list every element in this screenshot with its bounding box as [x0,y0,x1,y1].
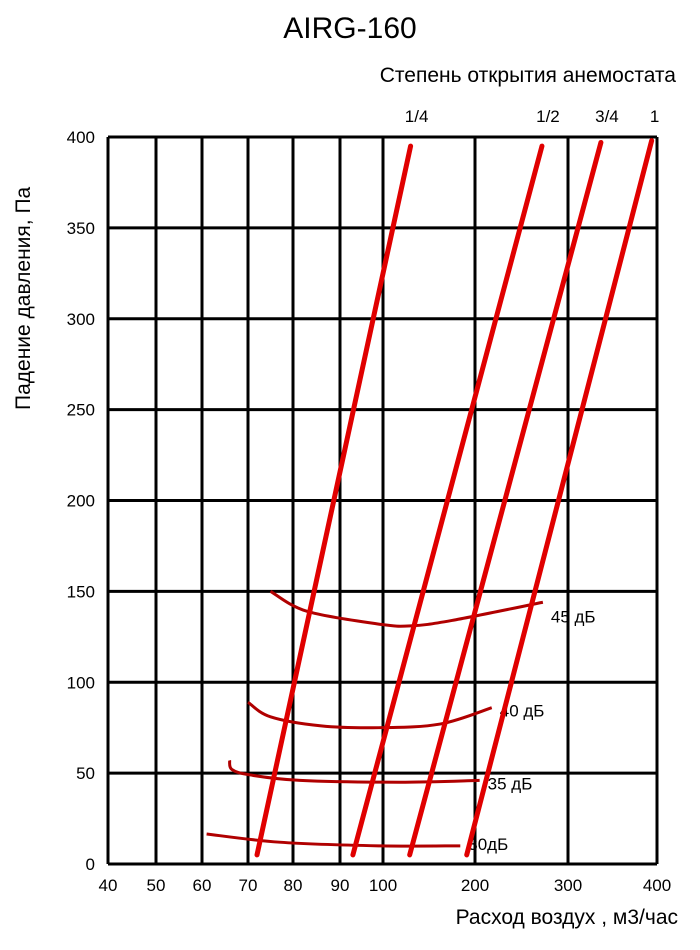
series-line-3-4 [407,139,604,858]
series-label: 3/4 [595,107,619,126]
y-tick-label: 150 [67,582,95,601]
series-line-1 [464,138,655,858]
y-tick-label: 400 [67,128,95,147]
series-label: 1/4 [405,107,429,126]
noise-curve-30дБ [206,832,461,848]
x-axis-label: Расход воздух , м3/час [455,906,678,929]
series-label: 1/2 [536,107,560,126]
x-tick-label: 80 [284,876,303,895]
x-tick-label: 200 [461,876,489,895]
x-tick-label: 70 [239,876,258,895]
x-tick-label: 50 [147,876,166,895]
y-tick-label: 0 [86,855,95,874]
y-tick-label: 300 [67,310,95,329]
noise-curve-label: 30дБ [468,835,508,854]
noise-curve-35дБ [228,760,480,784]
chart-subtitle: Степень открытия анемостата [379,64,676,87]
y-tick-label: 350 [67,219,95,238]
x-tick-label: 300 [554,876,582,895]
noise-curve-45дБ [269,590,544,628]
noise-curve-label: 35 дБ [488,774,533,793]
y-tick-label: 50 [76,764,95,783]
x-tick-label: 400 [643,876,671,895]
series-label: 1 [650,107,659,126]
series-line-1-2 [350,143,545,858]
x-tick-label: 100 [369,876,397,895]
x-tick-label: 60 [193,876,212,895]
noise-curve-label: 45 дБ [551,607,596,626]
y-tick-label: 200 [67,492,95,511]
x-tick-label: 90 [331,876,350,895]
noise-curve-label: 40 дБ [500,702,545,721]
chart-title: AIRG-160 [283,12,417,45]
y-tick-label: 100 [67,673,95,692]
series-line-1-4 [254,143,414,858]
y-tick-label: 250 [67,401,95,420]
x-tick-label: 40 [99,876,118,895]
